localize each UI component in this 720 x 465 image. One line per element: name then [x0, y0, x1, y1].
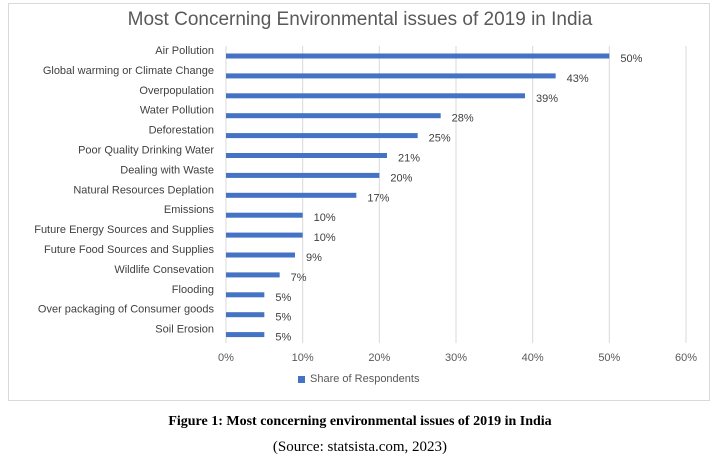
data-label: 17% [367, 192, 389, 204]
bar [226, 172, 380, 178]
data-label: 5% [275, 312, 291, 324]
x-tick-label: 60% [675, 352, 697, 364]
data-label: 10% [314, 212, 336, 224]
data-label: 7% [291, 272, 307, 284]
bar [226, 212, 303, 218]
category-label: Soil Erosion [155, 324, 214, 336]
bar-chart: 0% 10% 20% 30% 40% 50% 60% Air Pollution 50% Glob… [34, 45, 697, 364]
category-label: Flooding [172, 284, 214, 296]
data-label: 9% [306, 252, 322, 264]
bar [226, 232, 303, 238]
data-label: 5% [275, 332, 291, 344]
bar [226, 312, 265, 318]
category-label: Air Pollution [155, 45, 214, 57]
chart-legend: Share of Respondents [298, 373, 419, 385]
data-label: 21% [398, 153, 420, 165]
category-label: Overpopulation [139, 85, 214, 97]
figure-source: (Source: statsista.com, 2023) [272, 439, 448, 455]
data-label: 39% [536, 93, 558, 105]
category-label: Natural Resources Deplation [73, 184, 214, 196]
bar [226, 133, 418, 139]
category-label: Emissions [164, 204, 215, 216]
data-label: 50% [620, 53, 642, 65]
bar [226, 272, 280, 278]
bar [226, 73, 556, 79]
data-label: 28% [452, 113, 474, 125]
category-label: Global warming or Climate Change [43, 65, 214, 77]
category-label: Future Energy Sources and Supplies [34, 224, 214, 236]
x-tick-label: 10% [292, 352, 314, 364]
category-label: Wildlife Consevation [114, 264, 214, 276]
chart-title: Most Concerning Environmental issues of … [127, 9, 593, 30]
data-label: 25% [429, 133, 451, 145]
legend-label: Share of Respondents [310, 373, 420, 385]
chart-area [8, 3, 710, 401]
bar [226, 332, 265, 338]
bar [226, 192, 357, 198]
x-tick-label: 20% [368, 352, 390, 364]
legend-swatch [298, 375, 305, 383]
figure-caption: Figure 1: Most concerning environmental … [168, 414, 552, 429]
category-label: Over packaging of Consumer goods [38, 304, 215, 316]
x-tick-label: 50% [598, 352, 620, 364]
category-label: Future Food Sources and Supplies [44, 244, 214, 256]
x-tick-label: 0% [218, 352, 234, 364]
data-label: 43% [567, 73, 589, 85]
bar [226, 292, 265, 298]
data-label: 5% [275, 292, 291, 304]
category-label: Dealing with Waste [120, 164, 214, 176]
bar [226, 53, 610, 59]
data-label: 20% [390, 172, 412, 184]
x-tick-label: 40% [522, 352, 544, 364]
category-label: Deforestation [149, 125, 214, 137]
bar [226, 153, 387, 158]
bar [226, 93, 525, 99]
category-label: Poor Quality Drinking Water [78, 145, 214, 157]
bar [226, 252, 295, 258]
x-tick-label: 30% [445, 352, 467, 364]
bar [226, 113, 441, 119]
category-label: Water Pollution [140, 105, 214, 117]
data-label: 10% [314, 232, 336, 244]
